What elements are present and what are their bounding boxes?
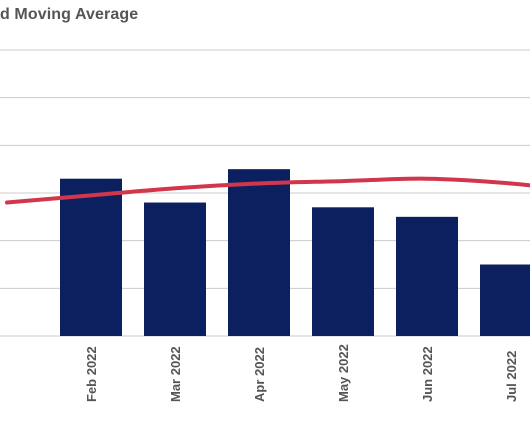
x-tick-label: May 2022 bbox=[336, 344, 351, 402]
x-tick-label: Jul 2022 bbox=[504, 351, 519, 402]
label-layer: Feb 2022 Mar 2022 Apr 2022 May 2022 Jun 2022… bbox=[84, 344, 519, 402]
line-layer bbox=[5, 176, 530, 205]
bar bbox=[228, 169, 290, 336]
x-tick-label: Apr 2022 bbox=[252, 347, 267, 402]
x-tick-label: Feb 2022 bbox=[84, 346, 99, 402]
bar-layer bbox=[60, 169, 530, 336]
moving-average-line bbox=[5, 176, 530, 205]
bar bbox=[312, 207, 374, 336]
bar bbox=[396, 216, 458, 336]
bar bbox=[144, 202, 206, 336]
chart-title: d Moving Average bbox=[0, 6, 139, 23]
x-tick-label: Jun 2022 bbox=[420, 346, 435, 402]
bar bbox=[60, 178, 122, 336]
x-tick-label: Mar 2022 bbox=[168, 346, 183, 402]
bar bbox=[480, 264, 530, 336]
